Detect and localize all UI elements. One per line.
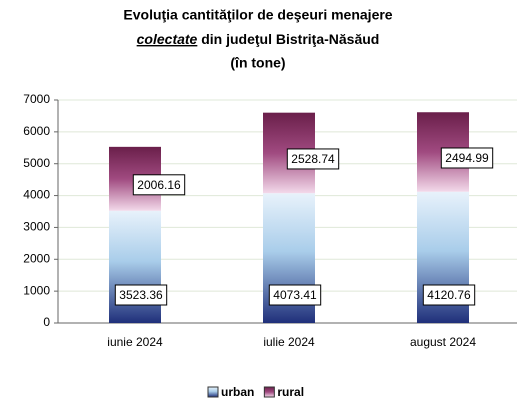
value-label: 2006.16 — [137, 178, 181, 192]
y-tick-label: 5000 — [23, 156, 50, 170]
y-tick-label: 1000 — [23, 283, 50, 297]
y-tick-label: 4000 — [23, 188, 50, 202]
title-rest: din judeţul Bistriţa-Năsăud — [201, 31, 379, 47]
value-label-box — [114, 284, 168, 306]
chart-subtitle: (în tone) — [230, 55, 285, 71]
x-tick-label: iulie 2024 — [263, 335, 315, 349]
title-emphasis: colectate — [137, 31, 198, 47]
value-label-box — [132, 174, 186, 196]
y-tick-label: 3000 — [23, 220, 50, 234]
legend-label: urban — [221, 385, 254, 399]
value-label: 4073.41 — [273, 288, 317, 302]
legend-swatch — [207, 386, 219, 398]
y-tick-label: 2000 — [23, 251, 50, 265]
value-label-box — [440, 147, 494, 169]
legend-label: rural — [277, 385, 304, 399]
chart-title: colectate din judeţul Bistriţa-Năsăud — [137, 31, 380, 47]
value-label-box — [422, 284, 476, 306]
value-label: 2494.99 — [445, 151, 489, 165]
x-tick-label: iunie 2024 — [107, 335, 163, 349]
y-tick-label: 6000 — [23, 124, 50, 138]
y-tick-label: 0 — [43, 315, 50, 329]
value-label-box — [268, 284, 322, 306]
x-tick-label: august 2024 — [410, 335, 476, 349]
value-label: 4120.76 — [427, 288, 471, 302]
chart-title: Evoluţia cantităţilor de deşeuri menajer… — [123, 7, 392, 23]
y-tick-label: 7000 — [23, 92, 50, 106]
legend-swatch — [263, 386, 275, 398]
value-label-box — [286, 148, 340, 170]
bar-segment — [109, 210, 161, 323]
value-label: 3523.36 — [119, 288, 163, 302]
value-label: 2528.74 — [291, 152, 335, 166]
